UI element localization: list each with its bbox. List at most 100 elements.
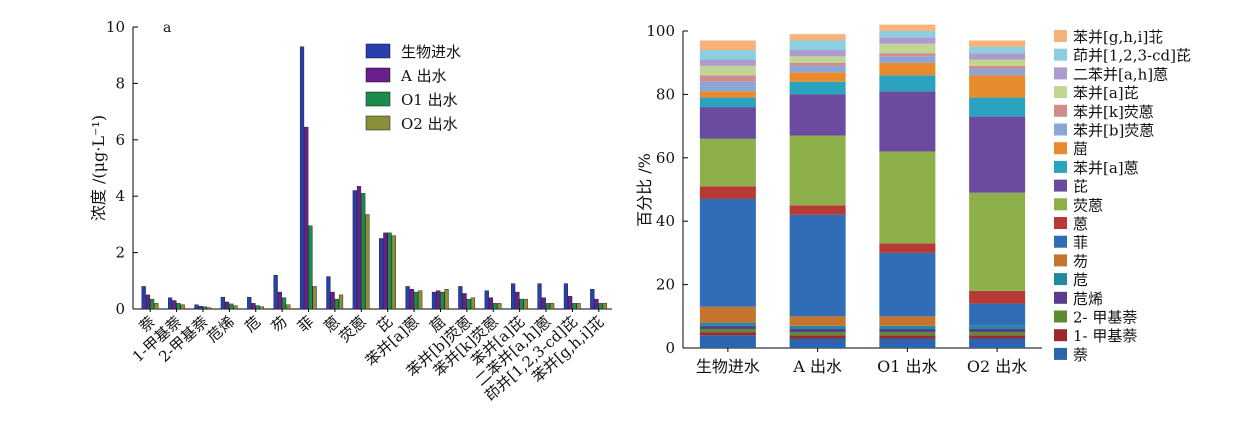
chart-a-bar [365,214,370,310]
chart-a-panel-label: a [163,20,171,36]
chart-b-segment [879,53,936,57]
chart-a-bar [602,303,608,310]
chart-a-legend-label: 生物进水 [401,43,461,61]
chart-a-bar [361,193,366,310]
chart-b-segment [789,81,846,95]
chart-b: 0 20 40 60 80 100 百分比 /% 生物进水 A 出水 O1 出水 O2 出水 苯并[g… [635,22,1191,376]
chart-b-segment [969,40,1026,47]
chart-a-bar [383,232,388,310]
chart-a-x-tick-label: 苊 [241,313,264,336]
chart-a-legend-swatch [365,115,391,131]
chart-a-x-tick-label: 菲 [294,313,317,336]
chart-a-bar [198,305,203,310]
chart-b-legend-label: 蒽 [1073,215,1088,233]
chart-b-segment [699,328,756,333]
chart-a-bar [515,291,520,310]
chart-b-y-label: 百分比 /% [635,153,654,227]
chart-a-bar [145,294,150,310]
chart-b-segment [699,75,756,82]
chart-a-bar [598,303,603,310]
chart-b-legend-swatch [1054,123,1067,136]
chart-a-bar [141,286,146,310]
chart-b-segment [969,59,1026,66]
chart-a-bar [391,235,396,310]
chart-a-bar [462,293,467,310]
chart-b-legend-swatch [1054,347,1067,360]
chart-b-segment [699,59,756,66]
chart-b-x-tick-label: 生物进水 [696,357,760,376]
chart-a-bar [413,291,419,310]
chart-b-segment [789,94,846,136]
chart-b-segment [789,34,846,41]
chart-b-segment [789,205,846,215]
chart-a-bar [352,190,357,310]
chart-a-bar [488,297,494,310]
chart-a-bar [233,305,238,310]
chart-b-legend-swatch [1054,86,1067,99]
chart-a-bar [308,225,313,310]
chart-b-legend-label: 苯并[a]蒽 [1073,159,1139,177]
chart-a-bar [541,297,546,310]
chart-b-segment [969,192,1026,291]
chart-b-legend-swatch [1054,179,1067,192]
chart-b-segment [969,303,1026,326]
chart-b-legend-label: 䓛 [1073,140,1088,158]
chart-b-legend-label: 二苯并[a,h]蒽 [1073,65,1168,83]
chart-b-segment [789,332,846,336]
chart-a-bar [304,126,309,310]
chart-b-segment [879,56,936,63]
chart-a-bar [444,289,449,310]
chart-a-bar [563,283,569,310]
chart-b-legend-swatch [1054,254,1067,267]
chart-b-segment [879,91,936,152]
chart-b-segment [969,69,1026,76]
chart-b-legend-label: 苯并[a]芘 [1073,84,1139,102]
chart-a-bar [470,297,476,310]
chart-b-segment [879,151,936,244]
chart-b-segment [879,316,936,326]
chart-a-y-tick-label: 10 [106,18,125,36]
chart-b-segment [879,31,936,38]
chart-b-legend-swatch [1054,142,1067,155]
chart-a-bar [172,300,177,310]
chart-a-bar [466,298,471,310]
chart-b-x-tick-label: O2 出水 [967,357,1027,376]
chart-a-y-label: 浓度 /(μg·L⁻¹) [89,115,108,221]
chart-b-segment [789,50,846,57]
chart-b-segment [699,199,756,307]
chart-b-segment [879,75,936,92]
chart-b-segment [969,338,1026,348]
chart-a-bar [334,298,339,310]
chart-b-segment [699,50,756,60]
chart-b-legend-label: 萘 [1073,346,1088,364]
chart-b-segment [699,107,756,139]
chart-a-bar [572,303,577,310]
chart-a-legend-label: A 出水 [400,67,447,85]
chart-a-bar [409,289,414,310]
chart-a-bar [273,274,278,310]
chart-a-x-tick-label: 荧蒽 [336,313,370,346]
chart-a-legend-swatch [365,43,391,59]
chart-b-segment [699,322,756,326]
chart-b-legend-label: 芘 [1073,178,1088,196]
chart-a-bar [590,289,595,310]
chart-b-legend-swatch [1054,291,1067,304]
chart-b-segment [969,325,1026,329]
chart-b-legend-label: 2- 甲基萘 [1073,309,1137,327]
chart-a-bar [224,301,230,310]
chart-a-bar [149,298,155,310]
chart-b-legend-swatch [1054,160,1067,173]
chart-a-bar [418,290,423,310]
chart-a-legend-swatch [365,67,391,83]
chart-b-segment [699,40,756,51]
chart-a-bar [259,306,264,310]
chart-a-bar [299,46,305,310]
chart-b-legend-swatch [1054,273,1067,286]
chart-a-bar [576,303,581,310]
chart-b-segment [789,65,846,73]
chart-b-segment [969,75,1026,98]
chart-a-bar [229,303,234,310]
chart-a-bar [387,232,392,310]
chart-b-segment [789,135,846,206]
chart-b-segment [969,116,1026,193]
